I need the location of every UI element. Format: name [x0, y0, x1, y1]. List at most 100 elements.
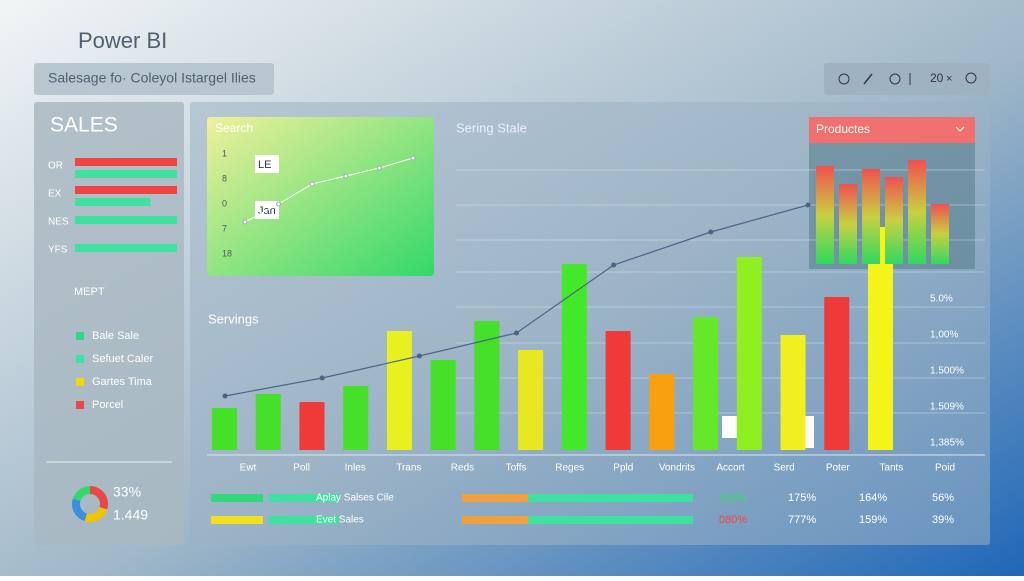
app-title: Power BI — [78, 28, 167, 53]
point — [242, 219, 248, 225]
x-tick-label: Ewt — [240, 463, 257, 474]
report-title: Salesage fo· Coleyol Istargel Ilies — [48, 70, 256, 86]
row-label: NES — [48, 217, 69, 228]
row-value: 159% — [859, 514, 887, 526]
row-value: 175% — [788, 492, 816, 504]
chip-label: LE — [258, 159, 271, 171]
point — [276, 201, 282, 207]
bar — [868, 227, 893, 450]
bar — [816, 166, 834, 264]
icon[interactable] — [838, 73, 850, 85]
x-tick-label: Poll — [293, 463, 310, 474]
point — [319, 375, 325, 381]
bar — [605, 331, 631, 450]
x-tick-label: Vondrits — [659, 463, 695, 474]
x-tick-label: Tants — [879, 463, 903, 474]
point — [805, 202, 811, 208]
bar — [75, 244, 177, 252]
main-title: Sering Stale — [456, 120, 527, 135]
legend-swatch — [76, 355, 84, 363]
bar — [299, 402, 325, 450]
point — [343, 173, 349, 179]
x-tick-label: Reds — [451, 463, 474, 474]
tick-label: 0 — [222, 198, 227, 208]
bar — [212, 408, 237, 450]
products-header[interactable] — [809, 117, 975, 143]
bar — [430, 360, 456, 450]
x-tick-label: Toffs — [506, 463, 527, 474]
bar — [462, 516, 528, 524]
chip — [255, 155, 279, 173]
row-value: 164% — [859, 492, 887, 504]
toolbar — [824, 63, 990, 95]
donut-percent: 33% — [113, 484, 141, 500]
bar — [386, 331, 412, 450]
sidebar — [34, 102, 184, 545]
tick-label: 8 — [222, 173, 227, 183]
x-tick-label: Serd — [774, 463, 795, 474]
legend-label: Sefuet Caler — [92, 353, 153, 365]
sidebar-title: SALES — [50, 114, 118, 137]
row-label: Evet Sales — [316, 515, 364, 526]
x-tick-label: Poter — [826, 463, 851, 474]
bar — [269, 494, 339, 502]
bar — [649, 374, 675, 450]
x-tick-label: Reges — [555, 463, 584, 474]
row-label: EX — [48, 189, 62, 200]
tick-label: 1 — [222, 148, 227, 158]
tick-label: 7 — [222, 223, 227, 233]
icon[interactable] — [889, 73, 901, 85]
bar — [75, 170, 177, 178]
bar — [931, 204, 949, 264]
sidebar-section: MEPT — [74, 286, 105, 298]
point — [309, 181, 315, 187]
bar — [75, 198, 151, 206]
dropdown-arrow[interactable] — [955, 126, 965, 132]
bar — [75, 216, 177, 224]
donut-count: 1.449 — [113, 507, 148, 523]
point — [410, 155, 416, 161]
row-value: 777% — [788, 514, 816, 526]
point — [376, 165, 382, 171]
right-label: 1,00% — [930, 330, 958, 341]
right-label: 1.509% — [930, 402, 964, 413]
icon[interactable] — [863, 73, 873, 85]
row-label: OR — [48, 161, 63, 172]
icon[interactable]: × — [946, 73, 952, 85]
line — [244, 157, 414, 223]
bar — [885, 177, 903, 264]
search-panel[interactable] — [207, 117, 434, 276]
legend-swatch — [76, 401, 84, 409]
report-title-box[interactable] — [34, 63, 274, 95]
icon[interactable] — [965, 72, 977, 84]
bar — [211, 494, 263, 502]
point — [416, 353, 422, 359]
bar — [693, 317, 719, 450]
bar — [839, 184, 857, 264]
search-title: Search — [215, 121, 253, 135]
row-label: YFS — [48, 245, 68, 256]
bar — [824, 297, 850, 450]
point — [514, 330, 519, 336]
bar — [780, 335, 806, 450]
point — [708, 229, 714, 235]
row-label: Aplay Salses Cile — [316, 493, 394, 504]
bar — [343, 386, 369, 450]
donut-segment — [89, 486, 108, 510]
tick-label: 18 — [222, 248, 232, 258]
bar — [255, 394, 281, 450]
point — [611, 262, 617, 268]
row-value: 000% — [719, 492, 747, 504]
products-title: Productes — [816, 122, 870, 136]
legend-label: Gartes Tima — [92, 376, 153, 388]
bar — [75, 158, 177, 166]
legend-label: Porcel — [92, 399, 123, 411]
donut-segment — [84, 506, 108, 522]
bar — [528, 516, 693, 524]
legend-swatch — [76, 378, 84, 386]
donut-segment — [72, 498, 88, 522]
bar — [736, 257, 762, 450]
legend-label: Bale Sale — [92, 330, 139, 342]
toolbar-text: 20 — [930, 71, 944, 85]
